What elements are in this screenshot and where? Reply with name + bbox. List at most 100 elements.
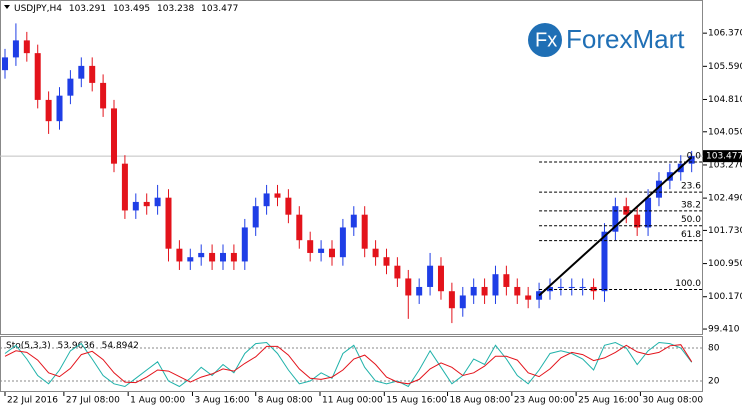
candle-body <box>612 206 619 232</box>
candle-body <box>557 286 564 288</box>
x-tick-label: 11 Aug 00:00 <box>322 396 383 406</box>
candle-body <box>470 286 477 296</box>
candle-body <box>121 163 128 211</box>
candle-body <box>285 197 292 215</box>
candle-body <box>143 201 150 207</box>
candle-body <box>394 265 401 279</box>
candle-body <box>56 95 63 122</box>
y-tick-label: 99.410 <box>708 325 740 335</box>
logo: Fx ForexMart <box>528 23 685 57</box>
fib-label: 38.2 <box>681 200 701 210</box>
candle-body <box>372 248 379 258</box>
header-icon <box>4 5 10 9</box>
y-tick-label: 105.590 <box>708 62 742 72</box>
indicator-line <box>4 344 693 385</box>
candle-body <box>514 286 521 296</box>
candle-body <box>503 274 510 287</box>
quote-close: 103.477 <box>201 4 238 14</box>
candle-body <box>67 78 74 96</box>
candle-body <box>165 197 172 249</box>
candle-body <box>405 278 412 296</box>
fib-label: 0.0 <box>687 151 702 161</box>
symbol: USDJPY,H4 <box>14 4 62 14</box>
candle-body <box>12 40 19 58</box>
candle-body <box>579 286 586 288</box>
indicator-signal: 54.8942 <box>102 341 139 351</box>
candle-body <box>230 252 237 262</box>
y-tick-label: 100.170 <box>708 292 742 302</box>
x-tick-label: 25 Aug 16:00 <box>578 396 639 406</box>
candle-body <box>111 108 118 164</box>
main-frame <box>0 0 703 335</box>
candle-body <box>350 214 357 228</box>
candle-body <box>383 257 390 266</box>
fib-label: 61.8 <box>681 230 701 240</box>
x-tick-label: 30 Aug 08:00 <box>642 396 703 406</box>
y-tick-label: 106.370 <box>708 29 742 39</box>
y-tick-label: 80 <box>708 344 720 354</box>
candle-body <box>688 156 695 164</box>
indicator-title: Sto(5,3,3) <box>6 341 51 351</box>
candle-body <box>416 286 423 296</box>
x-tick-label: 23 Aug 00:00 <box>514 396 575 406</box>
indicator-main: 53.9636 <box>58 341 95 351</box>
y-tick-label: 101.730 <box>708 226 742 236</box>
sub-frame <box>0 336 703 392</box>
candle-body <box>34 53 41 100</box>
candle-body <box>634 214 641 228</box>
y-tick-label: 103.270 <box>708 160 742 170</box>
x-tick-label: 15 Aug 16:00 <box>386 396 447 406</box>
candle-body <box>568 286 575 288</box>
candle-body <box>78 65 85 79</box>
candle-body <box>307 240 314 253</box>
candle-body <box>219 252 226 262</box>
candle-body <box>339 227 346 258</box>
candle-body <box>328 248 335 258</box>
candle-body <box>176 248 183 262</box>
y-tick-label: 104.050 <box>708 127 742 137</box>
candle-body <box>437 265 444 292</box>
candle-body <box>296 214 303 241</box>
price-tag-label: 103.477 <box>706 152 742 162</box>
candle-body <box>187 257 194 262</box>
x-tick-label: 22 Jul 2016 <box>7 396 58 406</box>
quote-open: 103.291 <box>69 4 106 14</box>
candle-body <box>241 227 248 262</box>
y-tick-label: 100.950 <box>708 259 742 269</box>
candle-body <box>132 201 139 211</box>
x-tick-label: 1 Aug 00:00 <box>130 396 185 406</box>
candle-body <box>492 274 499 296</box>
header: USDJPY,H4 103.291 103.495 103.238 103.47… <box>14 4 238 14</box>
x-tick-label: 27 Jul 08:00 <box>66 396 120 406</box>
candle-body <box>100 82 107 109</box>
price-tag <box>703 150 742 163</box>
fib-label: 50.0 <box>681 215 701 225</box>
candle-body <box>645 197 652 228</box>
y-tick-label: 20 <box>708 377 720 387</box>
candle-body <box>89 65 96 83</box>
indicator-line <box>4 341 693 388</box>
trendline <box>538 156 693 297</box>
x-tick-label: 8 Aug 08:00 <box>258 396 313 406</box>
indicator-legend: Sto(5,3,3) 53.9636 54.8942 <box>6 341 139 351</box>
candle-body <box>263 193 270 207</box>
candle-body <box>601 231 608 292</box>
candle-body <box>590 286 597 292</box>
quote-high: 103.495 <box>113 4 150 14</box>
candle-body <box>427 265 434 287</box>
fib-label: 23.6 <box>681 182 701 192</box>
candle-body <box>318 248 325 253</box>
candle-body <box>459 295 466 309</box>
candle-body <box>209 252 216 262</box>
logo-glyph: Fx <box>535 29 557 51</box>
logo-icon <box>528 23 562 57</box>
x-tick-label: 3 Aug 16:00 <box>194 396 249 406</box>
candle-body <box>361 214 368 249</box>
candle-body <box>2 57 9 71</box>
candle-body <box>154 197 161 207</box>
candle-body <box>655 180 662 198</box>
candle-body <box>198 252 205 258</box>
logo-text: ForexMart <box>566 24 685 54</box>
y-tick-label: 104.810 <box>708 95 742 105</box>
